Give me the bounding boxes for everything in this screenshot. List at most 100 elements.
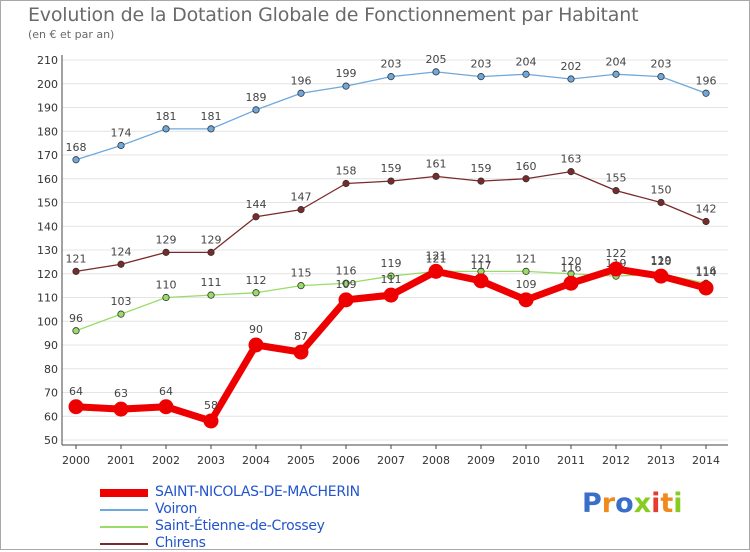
- legend-label-chirens: Chirens: [155, 535, 206, 551]
- data-label: 121: [426, 249, 447, 262]
- data-point: [68, 399, 84, 415]
- data-label: 155: [606, 172, 627, 185]
- data-point: [252, 213, 260, 221]
- data-label: 121: [66, 252, 87, 265]
- x-tick-label: 2001: [107, 454, 135, 467]
- data-point: [383, 287, 399, 303]
- data-point: [522, 267, 530, 275]
- logo-letter: P: [582, 488, 602, 519]
- x-tick-label: 2014: [692, 454, 720, 467]
- data-point: [252, 106, 260, 114]
- data-label: 189: [246, 91, 267, 104]
- x-tick-label: 2013: [647, 454, 675, 467]
- data-point: [428, 263, 444, 279]
- data-point: [252, 289, 260, 297]
- data-point: [702, 217, 710, 226]
- chart-title: Evolution de la Dotation Globale de Fonc…: [28, 4, 639, 26]
- data-label: 121: [426, 252, 447, 265]
- data-point: [117, 310, 125, 318]
- data-label: 158: [336, 165, 357, 178]
- y-tick-label: 140: [37, 220, 58, 233]
- data-point: [612, 187, 620, 195]
- data-label: 121: [471, 252, 492, 265]
- data-label: 110: [156, 279, 177, 292]
- legend-swatch-voiron: [100, 509, 148, 511]
- data-point: [113, 401, 129, 417]
- data-label: 163: [561, 153, 582, 166]
- y-tick-label: 210: [37, 54, 58, 67]
- data-point: [387, 177, 395, 185]
- data-label: 103: [111, 295, 132, 308]
- data-point: [567, 168, 575, 176]
- logo-letter: t: [660, 488, 674, 519]
- data-label: 160: [516, 160, 537, 173]
- data-label: 124: [111, 245, 132, 258]
- y-tick-label: 130: [37, 244, 58, 257]
- data-point: [162, 248, 170, 256]
- data-label: 159: [471, 162, 492, 175]
- data-point: [432, 172, 440, 180]
- logo-letter: o: [615, 488, 634, 519]
- logo-letter: x: [633, 488, 652, 519]
- data-label: 204: [516, 55, 537, 68]
- data-point: [477, 73, 485, 81]
- data-label: 112: [246, 274, 267, 287]
- x-tick-label: 2011: [557, 454, 585, 467]
- data-point: [248, 337, 264, 353]
- data-label: 119: [651, 254, 672, 267]
- data-label: 87: [294, 330, 308, 343]
- logo-letter: i: [673, 488, 683, 519]
- data-label: 199: [336, 67, 357, 80]
- data-point: [297, 89, 305, 97]
- data-point: [657, 73, 665, 81]
- data-label: 203: [471, 58, 492, 71]
- data-label: 150: [651, 184, 672, 197]
- data-label: 120: [651, 255, 672, 268]
- legend-swatch-saint-etienne: [100, 526, 148, 528]
- data-label: 120: [561, 255, 582, 268]
- data-label: 174: [111, 127, 132, 140]
- data-label: 203: [651, 58, 672, 71]
- y-tick-label: 90: [44, 339, 58, 352]
- data-point: [608, 261, 624, 277]
- data-point: [338, 292, 354, 308]
- legend-label-voiron: Voiron: [155, 501, 198, 517]
- x-tick-label: 2006: [332, 454, 360, 467]
- data-label: 147: [291, 191, 312, 204]
- data-point: [522, 70, 530, 78]
- data-point: [297, 282, 305, 290]
- proxiti-logo: Proxiti: [582, 488, 683, 519]
- data-label: 114: [696, 266, 717, 279]
- logo-letter: i: [651, 488, 661, 519]
- data-label: 117: [471, 259, 492, 272]
- data-point: [567, 75, 575, 83]
- data-point: [117, 260, 125, 268]
- data-label: 64: [69, 385, 83, 398]
- data-label: 204: [606, 55, 627, 68]
- data-point: [72, 327, 80, 335]
- logo-letter: r: [601, 488, 616, 519]
- x-tick-label: 2000: [62, 454, 90, 467]
- data-label: 203: [381, 58, 402, 71]
- y-tick-label: 70: [44, 387, 58, 400]
- y-tick-label: 200: [37, 78, 58, 91]
- data-label: 115: [291, 267, 312, 280]
- data-label: 144: [246, 198, 267, 211]
- x-tick-label: 2004: [242, 454, 270, 467]
- data-point: [207, 248, 215, 256]
- data-point: [207, 125, 215, 133]
- data-label: 111: [201, 276, 222, 289]
- data-point: [473, 273, 489, 289]
- data-label: 64: [159, 385, 173, 398]
- data-point: [297, 206, 305, 214]
- data-label: 181: [156, 110, 177, 123]
- data-label: 96: [69, 312, 83, 325]
- data-point: [342, 82, 350, 90]
- data-label: 196: [696, 74, 717, 87]
- data-point: [698, 280, 714, 296]
- data-label: 58: [204, 399, 218, 412]
- x-tick-label: 2012: [602, 454, 630, 467]
- legend-swatch-chirens: [100, 543, 148, 545]
- data-label: 181: [201, 110, 222, 123]
